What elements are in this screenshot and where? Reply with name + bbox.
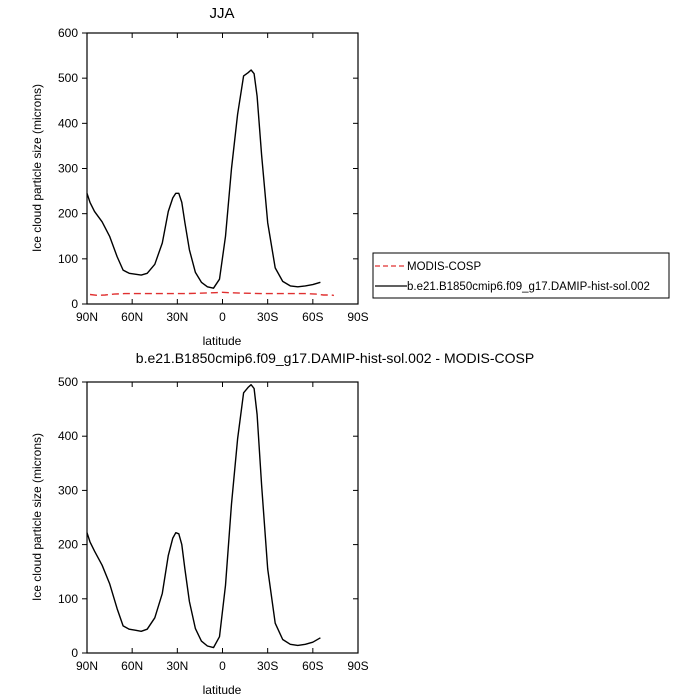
panel-1-x-tick-label: 30S: [257, 310, 278, 324]
panel-2-series-line-1: [86, 384, 321, 649]
legend-box: [372, 252, 670, 299]
panel-1-x-tick-label: 60N: [121, 310, 143, 324]
panel-2-y-tick-label: 500: [58, 375, 78, 389]
panel-1-x-tick-label: 90N: [76, 310, 98, 324]
panel-1-y-tick-label: 400: [58, 116, 78, 130]
panel-2-y-ticks: 0 100 200 300 400 500: [58, 375, 358, 660]
panel-1-y-tick-label: 200: [58, 207, 78, 221]
panel-2-x-axis-label: latitude: [203, 683, 242, 697]
panel-2-x-ticks: 90N 60N 30N 0 30S 60S 90S: [76, 382, 369, 673]
panel-1-series-line-2: [86, 69, 321, 289]
panel-2-x-tick-label: 30N: [166, 659, 188, 673]
panel-2-y-tick-label: 100: [58, 592, 78, 606]
legend: MODIS-COSP b.e21.B1850cmip6.f09_g17.DAMI…: [372, 252, 670, 299]
panel-1-x-ticks: 90N 60N 30N 0 30S 60S 90S: [76, 33, 369, 324]
panel-2-y-tick-label: 300: [58, 483, 78, 497]
panel-2-y-tick-label: 0: [71, 646, 78, 660]
panel-2-y-tick-label: 400: [58, 429, 78, 443]
panel-1-x-axis-label: latitude: [203, 334, 242, 348]
panel-1-y-tick-label: 0: [71, 297, 78, 311]
panel-1-series-line-1: [89, 291, 334, 297]
panel-1-title: JJA: [209, 5, 234, 22]
panel-2-y-axis-label: Ice cloud particle size (microns): [30, 433, 44, 601]
panel-2-x-tick-label: 30S: [257, 659, 278, 673]
panel-2: b.e21.B1850cmip6.f09_g17.DAMIP-hist-sol.…: [30, 350, 534, 697]
panel-1-y-tick-label: 100: [58, 252, 78, 266]
panel-1-y-ticks: 0 100 200 300 400 500 600: [58, 26, 358, 311]
panel-2-x-tick-label: 60S: [302, 659, 323, 673]
legend-label-modis-cosp: MODIS-COSP: [407, 261, 481, 273]
panel-1-x-tick-label: 90S: [347, 310, 368, 324]
panel-2-x-tick-label: 60N: [121, 659, 143, 673]
panel-2-x-tick-label: 0: [219, 659, 226, 673]
panel-1-x-tick-label: 60S: [302, 310, 323, 324]
panel-2-x-tick-label: 90S: [347, 659, 368, 673]
panel-2-title: b.e21.B1850cmip6.f09_g17.DAMIP-hist-sol.…: [136, 350, 534, 366]
panel-2-series: [86, 384, 321, 649]
panel-1-y-axis-label: Ice cloud particle size (microns): [30, 84, 44, 252]
panel-1: JJA 0 100 200 300 400 500 600 90N 60N 30N 0 30S 60S…: [30, 5, 670, 348]
panel-1-x-tick-label: 0: [219, 310, 226, 324]
panel-1-x-tick-label: 30N: [166, 310, 188, 324]
panel-1-y-tick-label: 500: [58, 71, 78, 85]
panel-1-series: [86, 69, 334, 297]
panel-1-y-tick-label: 300: [58, 162, 78, 176]
legend-label-model: b.e21.B1850cmip6.f09_g17.DAMIP-hist-sol.…: [407, 281, 650, 293]
panel-2-x-tick-label: 90N: [76, 659, 98, 673]
panel-1-plot-frame: [86, 32, 359, 305]
panel-2-y-tick-label: 200: [58, 538, 78, 552]
panel-1-y-tick-label: 600: [58, 26, 78, 40]
